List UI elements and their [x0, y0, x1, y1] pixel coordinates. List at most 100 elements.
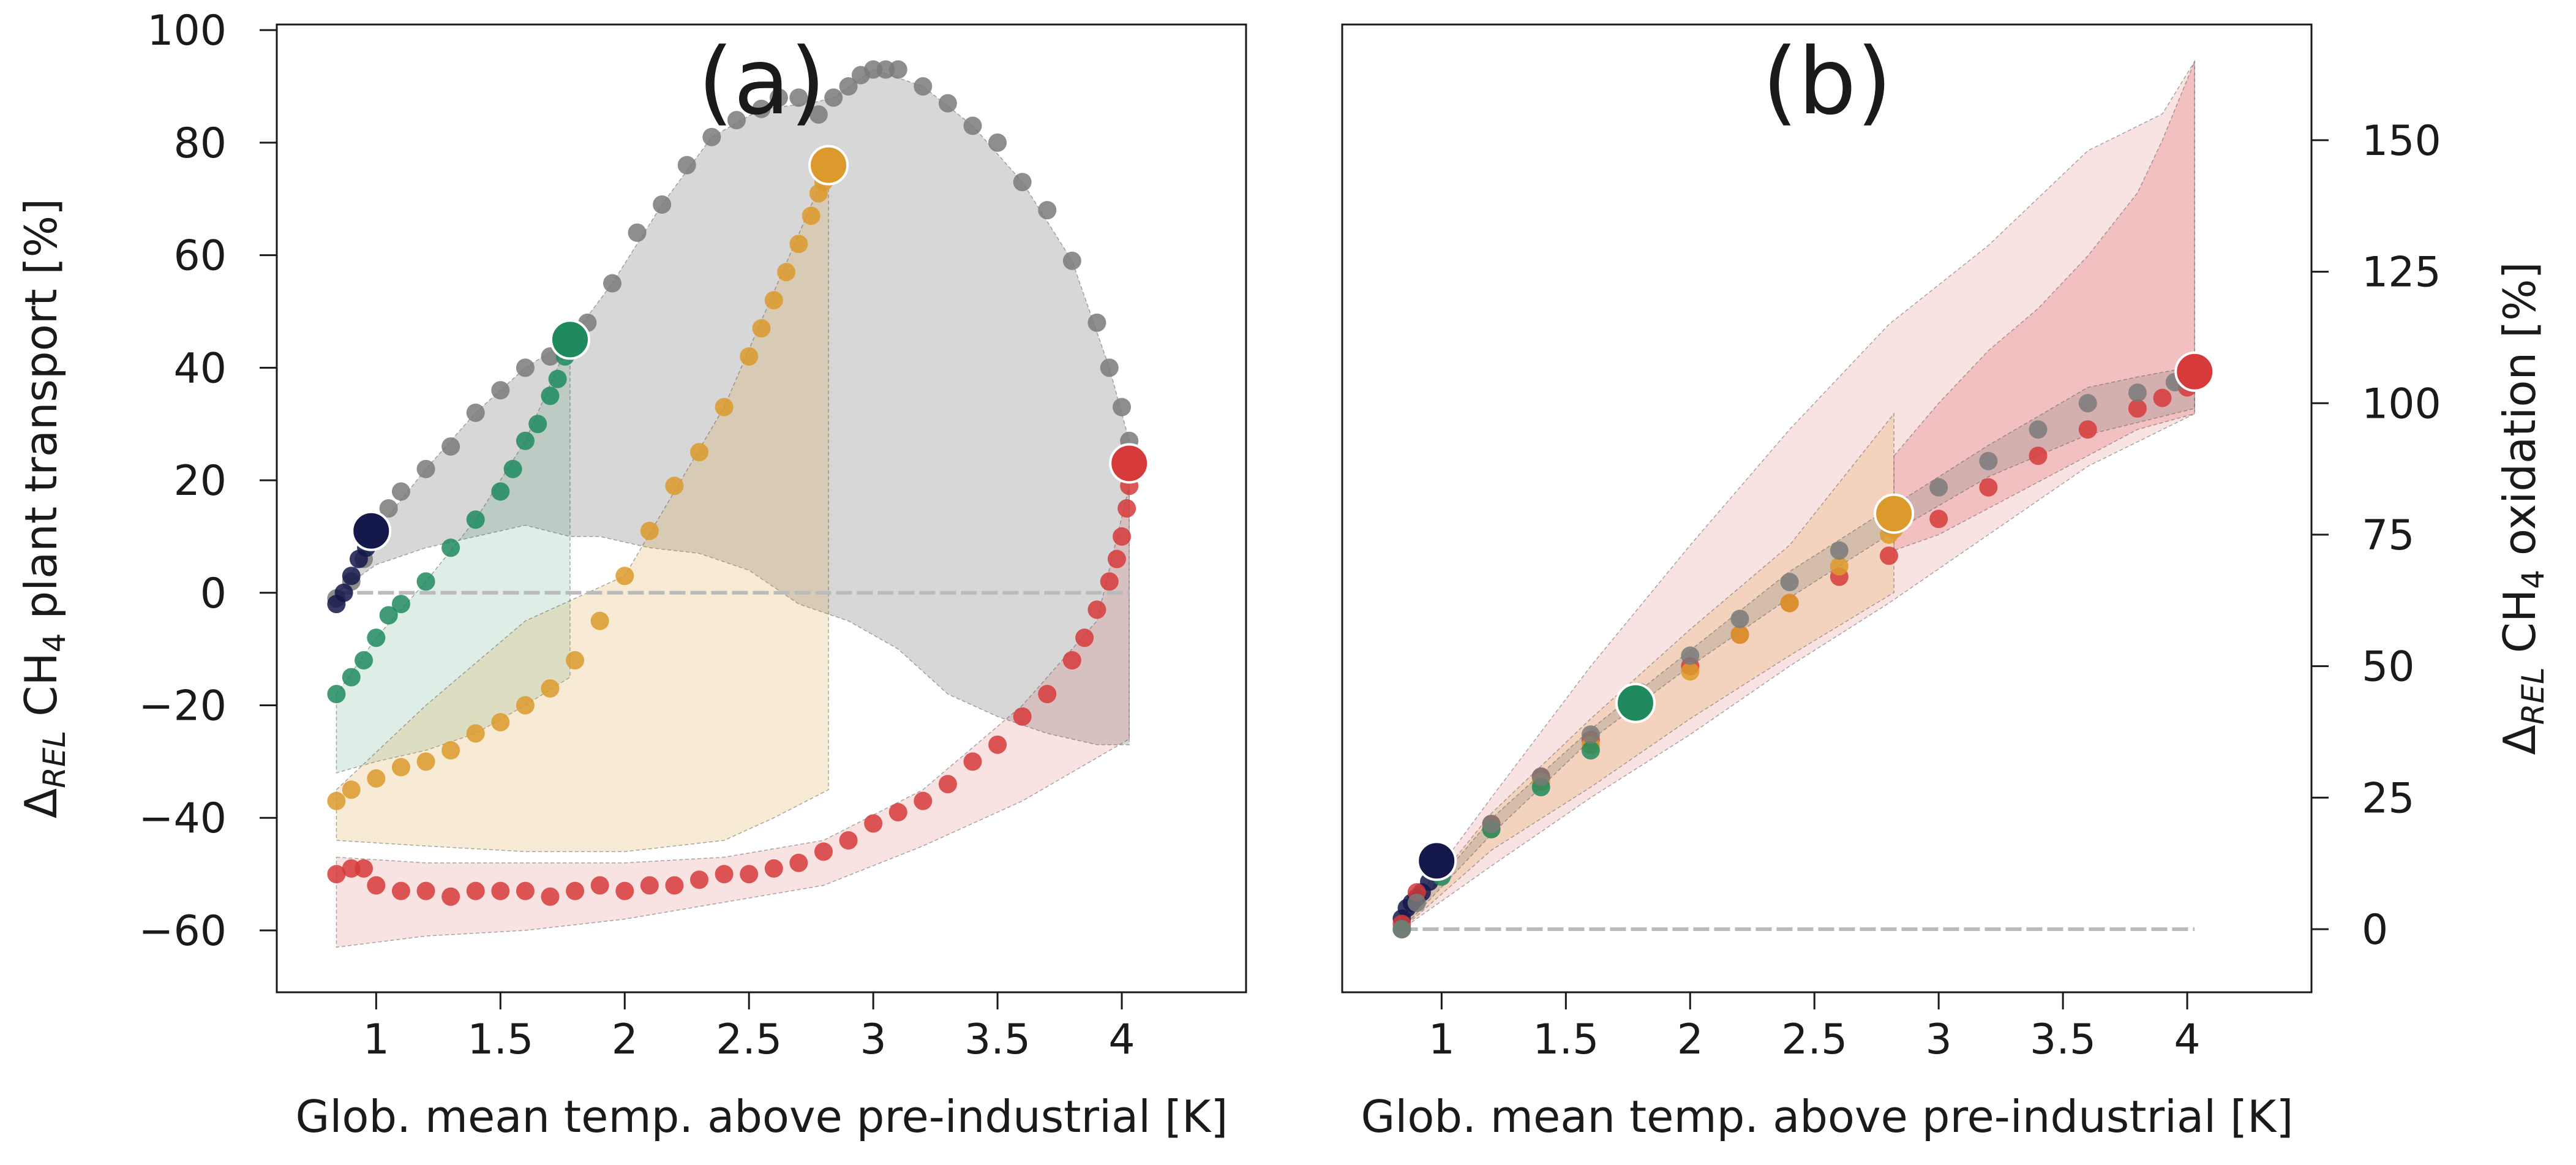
data-point-green [355, 651, 374, 670]
data-point-gray [1062, 251, 1081, 270]
data-point-green [342, 668, 361, 687]
data-point-red [1038, 685, 1057, 704]
data-point-red [541, 887, 560, 906]
panel-a-y-axis-label: ΔREL CH4 plant transport [%] [15, 198, 72, 818]
panel-a-x-ticks: 1 1.5 2 2.5 3 3.5 4 [363, 992, 1135, 1064]
data-point-green [516, 431, 535, 450]
panel-b-y-ticks: 0 25 50 75 100 125 150 [2311, 117, 2441, 954]
panel-b-label: (b) [1762, 29, 1892, 135]
data-point-gray [1407, 894, 1426, 913]
data-point-gray [466, 403, 485, 422]
data-point-orange [1780, 594, 1799, 613]
panel-b-x-ticks: 1 1.5 2 2.5 3 3.5 4 [1429, 992, 2201, 1064]
data-point-gray [391, 482, 410, 501]
uncertainty-band-red [1893, 61, 2195, 551]
data-point-red [516, 881, 535, 900]
data-point-red [1107, 549, 1126, 568]
data-point-gray [1038, 201, 1057, 220]
y-tick-label: 25 [2362, 774, 2415, 823]
data-point-navy [342, 567, 361, 586]
data-point-red [1100, 572, 1119, 591]
x-tick-label: 4 [2174, 1016, 2200, 1064]
data-point-red [1979, 478, 1998, 497]
data-point-gray [1979, 451, 1998, 470]
data-point-red [2128, 399, 2147, 418]
data-point-gray [628, 223, 647, 242]
y-tick-label: 20 [173, 457, 227, 505]
series-red [327, 477, 1139, 906]
data-point-green [441, 538, 460, 557]
data-point-gray [727, 111, 746, 130]
panel-b-bands [1401, 59, 2195, 930]
data-point-gray [988, 133, 1007, 152]
data-point-red [1113, 527, 1132, 546]
data-point-orange [1681, 662, 1700, 681]
data-point-gray [2128, 383, 2147, 402]
data-point-gray [914, 77, 933, 96]
data-point-gray [441, 437, 460, 456]
data-point-red [814, 842, 833, 861]
data-point-green [541, 386, 560, 405]
data-point-red [963, 752, 982, 771]
data-point-gray [491, 381, 510, 400]
data-point-red [1062, 651, 1081, 670]
data-point-red [988, 735, 1007, 754]
data-point-red [690, 870, 709, 889]
x-tick-label: 1 [363, 1016, 389, 1064]
data-point-gray [516, 358, 535, 377]
data-point-red [327, 865, 346, 884]
data-point-navy [334, 583, 353, 602]
x-tick-label: 2 [1677, 1016, 1703, 1064]
y-tick-label: 150 [2362, 117, 2441, 165]
data-point-gray [839, 77, 858, 96]
panel-b-series [1392, 362, 2204, 938]
data-point-green [327, 685, 346, 704]
x-tick-label: 3 [1926, 1016, 1952, 1064]
data-point-orange [615, 567, 634, 586]
data-point-orange [367, 769, 386, 788]
y-tick-label: 100 [2362, 380, 2441, 428]
data-point-orange [1730, 625, 1749, 644]
data-point-green [416, 572, 435, 591]
data-point-orange [802, 206, 820, 225]
data-point-gray [1730, 609, 1749, 628]
panel-a-label: (a) [698, 29, 826, 135]
uncertainty-band-red [336, 486, 1130, 948]
y-tick-label: 0 [2362, 906, 2388, 954]
x-tick-label: 3.5 [964, 1016, 1031, 1064]
data-point-red [1117, 499, 1136, 518]
endpoint-marker-green [549, 319, 590, 360]
data-point-red [1013, 707, 1032, 726]
data-point-gray [1392, 919, 1411, 938]
data-point-red [566, 881, 585, 900]
series-gray [1392, 368, 2204, 938]
endpoint-marker-orange [1874, 493, 1915, 534]
data-point-red [789, 853, 808, 872]
y-tick-label: −20 [138, 682, 227, 731]
data-point-red [391, 881, 410, 900]
data-point-orange [789, 235, 808, 254]
data-point-gray [1531, 767, 1550, 786]
panel-b-y-axis-label: ΔREL CH4 oxidation [%] [2494, 262, 2551, 755]
data-point-orange [590, 611, 609, 630]
data-point-gray [1581, 725, 1600, 744]
data-point-green [466, 510, 485, 529]
data-point-red [466, 881, 485, 900]
data-point-gray [769, 88, 788, 107]
data-point-orange [764, 291, 783, 310]
data-point-gray [416, 459, 435, 478]
panel-a-x-axis-label: Glob. mean temp. above pre-industrial [K… [296, 1091, 1228, 1142]
panel-a-y-ticks: −60 −40 −20 0 20 40 60 80 100 [138, 7, 277, 956]
data-point-green [491, 482, 510, 501]
panel-a-bands [336, 69, 1130, 948]
data-point-red [1075, 628, 1094, 647]
data-point-gray [809, 105, 828, 124]
data-point-red [2153, 388, 2172, 407]
data-point-orange [1830, 557, 1849, 576]
y-tick-label: 125 [2362, 249, 2441, 297]
data-point-red [888, 803, 907, 822]
data-point-red [491, 881, 510, 900]
data-point-gray [1929, 478, 1948, 497]
data-point-orange [740, 347, 759, 366]
